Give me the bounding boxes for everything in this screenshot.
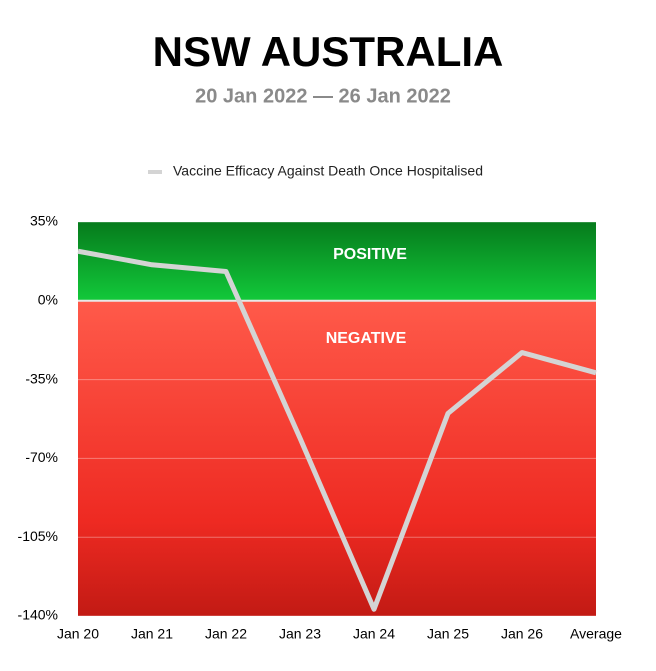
y-tick-label: -105% [18, 528, 58, 544]
x-tick-label: Jan 24 [353, 626, 395, 642]
x-tick-label: Jan 21 [131, 626, 173, 642]
x-tick-label: Jan 20 [57, 626, 99, 642]
positive-band [78, 222, 596, 301]
y-tick-label: 0% [38, 292, 58, 308]
annotation: POSITIVE [333, 246, 407, 263]
x-tick-label: Average [570, 626, 622, 642]
y-tick-label: -35% [25, 370, 58, 386]
y-tick-label: -70% [25, 449, 58, 465]
x-tick-label: Jan 26 [501, 626, 543, 642]
x-tick-label: Jan 25 [427, 626, 469, 642]
x-tick-label: Jan 23 [279, 626, 321, 642]
negative-band [78, 300, 596, 616]
data-line [77, 248, 597, 612]
x-tick-label: Jan 22 [205, 626, 247, 642]
chart-subtitle: 20 Jan 2022 — 26 Jan 2022 [195, 85, 451, 107]
chart-title: NSW AUSTRALIA [153, 28, 504, 75]
annotation: NEGATIVE [326, 330, 407, 347]
legend-label: Vaccine Efficacy Against Death Once Hosp… [173, 163, 483, 179]
y-tick-label: -140% [18, 607, 58, 623]
y-tick-label: 35% [30, 213, 58, 229]
